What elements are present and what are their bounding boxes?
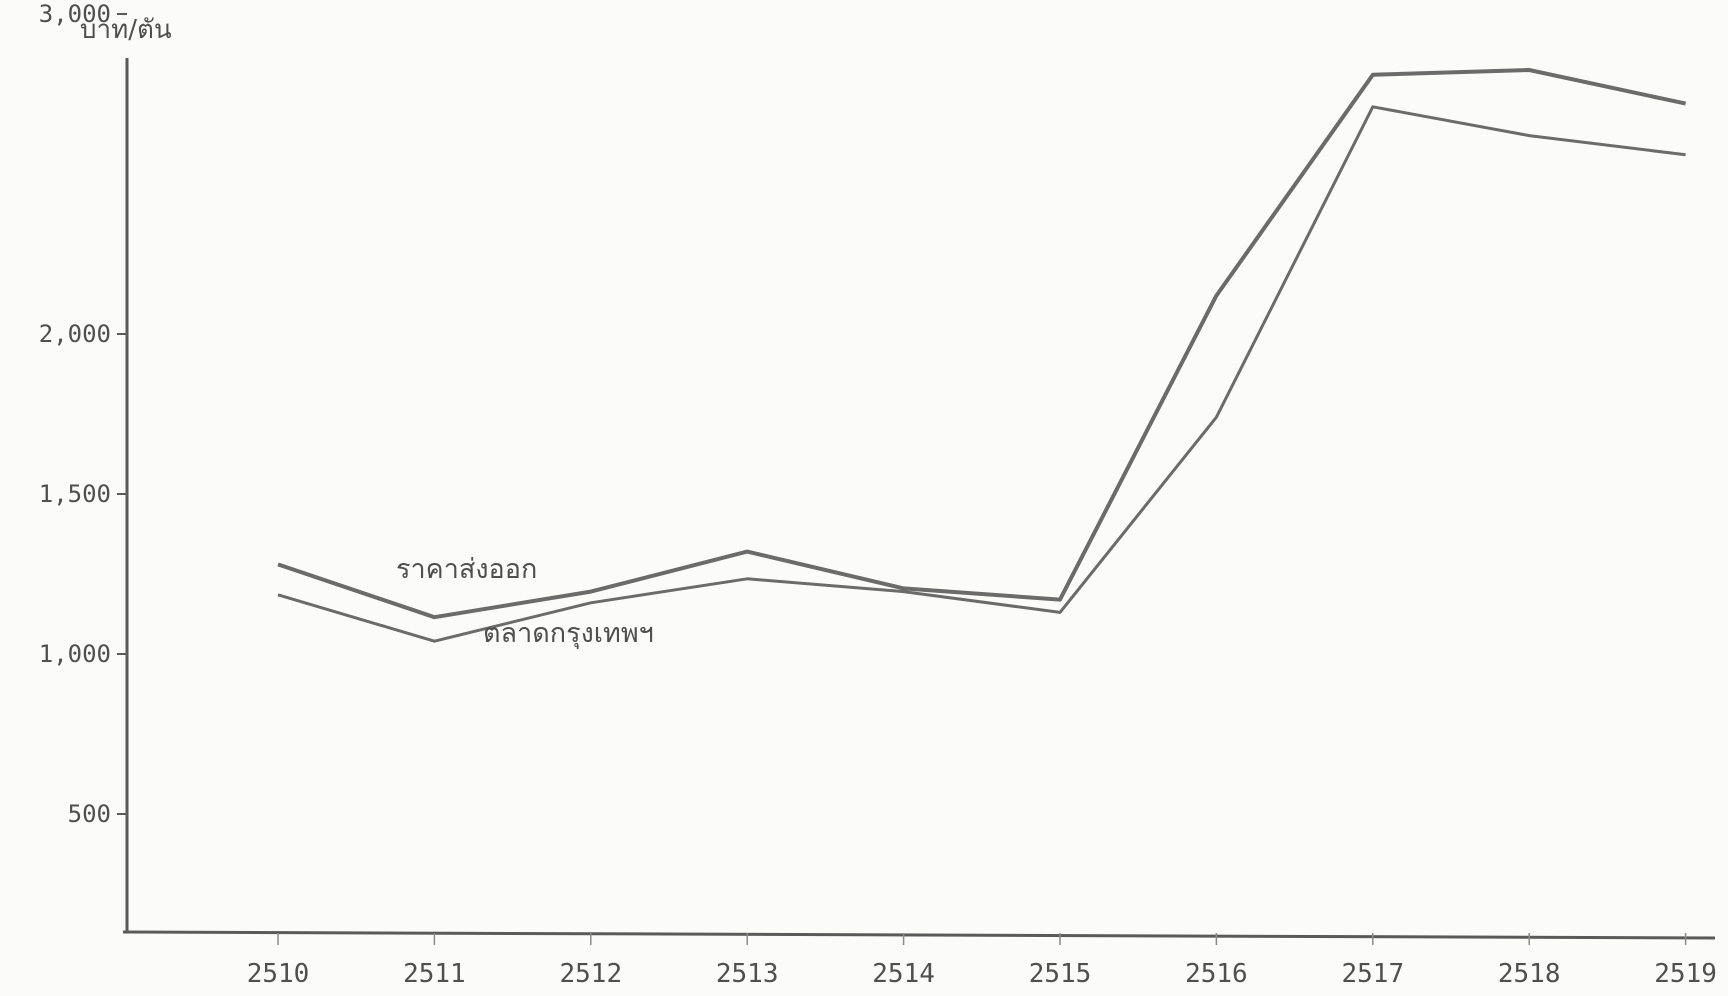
series-label-bangkok-market: ตลาดกรุงเทพฯ <box>483 618 654 650</box>
x-tick-label: 2511 <box>403 959 466 989</box>
x-tick-label: 2518 <box>1498 959 1561 989</box>
y-tick-label: 1,500 <box>39 480 111 508</box>
series-label-export-price: ราคาส่งออก <box>396 554 537 585</box>
x-tick-label: 2512 <box>559 959 622 989</box>
x-tick-label: 2514 <box>872 959 935 989</box>
y-axis-label: บาท/ตัน <box>80 15 172 45</box>
series-line-export-price <box>277 68 1687 620</box>
series-lines <box>277 68 1687 643</box>
y-tick-label: 2,000 <box>39 320 111 348</box>
series-line-bangkok-market <box>277 105 1686 643</box>
x-axis <box>122 930 1716 940</box>
y-ticks: 500 1,000 1,500 2,000 3,000 <box>39 0 127 828</box>
y-tick-label: 1,000 <box>39 640 111 668</box>
y-tick-label: 3,000 <box>39 0 111 28</box>
x-tick-label: 2517 <box>1341 959 1404 989</box>
x-tick-label: 2515 <box>1029 959 1092 989</box>
x-tick-label: 2513 <box>716 959 779 989</box>
x-tick-label: 2516 <box>1185 959 1248 989</box>
x-tick-label: 2519 <box>1654 959 1717 989</box>
x-ticks: 2510 2511 2512 2513 2514 2515 2516 2517 2518 2519 <box>247 933 1717 989</box>
chart-axes <box>122 58 1716 940</box>
y-tick-label: 500 <box>68 800 111 828</box>
x-tick-label: 2510 <box>247 959 310 989</box>
